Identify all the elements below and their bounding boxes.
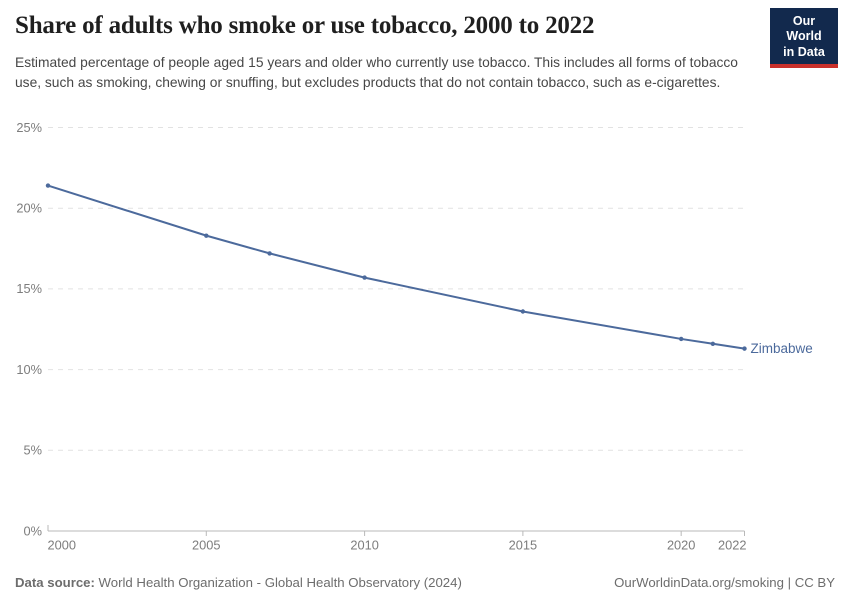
data-point[interactable] — [267, 251, 272, 256]
y-tick-label: 0% — [24, 523, 43, 538]
x-tick-label: 2015 — [509, 538, 537, 553]
data-point[interactable] — [742, 346, 747, 351]
y-tick-label: 5% — [24, 443, 43, 458]
data-point[interactable] — [710, 341, 716, 346]
data-source[interactable]: Data source: World Health Organization -… — [15, 575, 462, 590]
x-tick-label: 2010 — [350, 538, 378, 553]
entity-label[interactable]: Zimbabwe — [751, 341, 813, 356]
chart-footer: Data source: World Health Organization -… — [15, 575, 835, 590]
data-point[interactable] — [204, 233, 209, 238]
y-tick-label: 15% — [16, 281, 42, 296]
credit-link[interactable]: OurWorldinData.org/smoking | CC BY — [614, 575, 835, 590]
data-source-label: Data source: — [15, 575, 95, 590]
y-tick-label: 20% — [16, 201, 42, 216]
data-point[interactable] — [520, 309, 526, 314]
x-tick-label: 2022 — [718, 538, 746, 553]
owid-logo-line1: Our World — [786, 14, 822, 44]
x-tick-label: 2005 — [192, 538, 220, 553]
data-point[interactable] — [362, 275, 367, 280]
x-tick-label: 2000 — [48, 538, 76, 553]
data-source-text: World Health Organization - Global Healt… — [94, 575, 462, 590]
chart-subtitle: Estimated percentage of people aged 15 y… — [15, 55, 738, 91]
page-title: Share of adults who smoke or use tobacco… — [15, 12, 595, 39]
data-point[interactable] — [678, 336, 684, 342]
owid-logo[interactable]: Our World in Data — [770, 8, 838, 68]
data-point[interactable] — [45, 183, 51, 188]
x-tick-label: 2020 — [667, 538, 695, 553]
y-tick-label: 10% — [16, 362, 42, 377]
owid-logo-line2: in Data — [783, 44, 825, 59]
series-line[interactable] — [47, 184, 746, 350]
y-tick-label: 25% — [16, 120, 42, 135]
